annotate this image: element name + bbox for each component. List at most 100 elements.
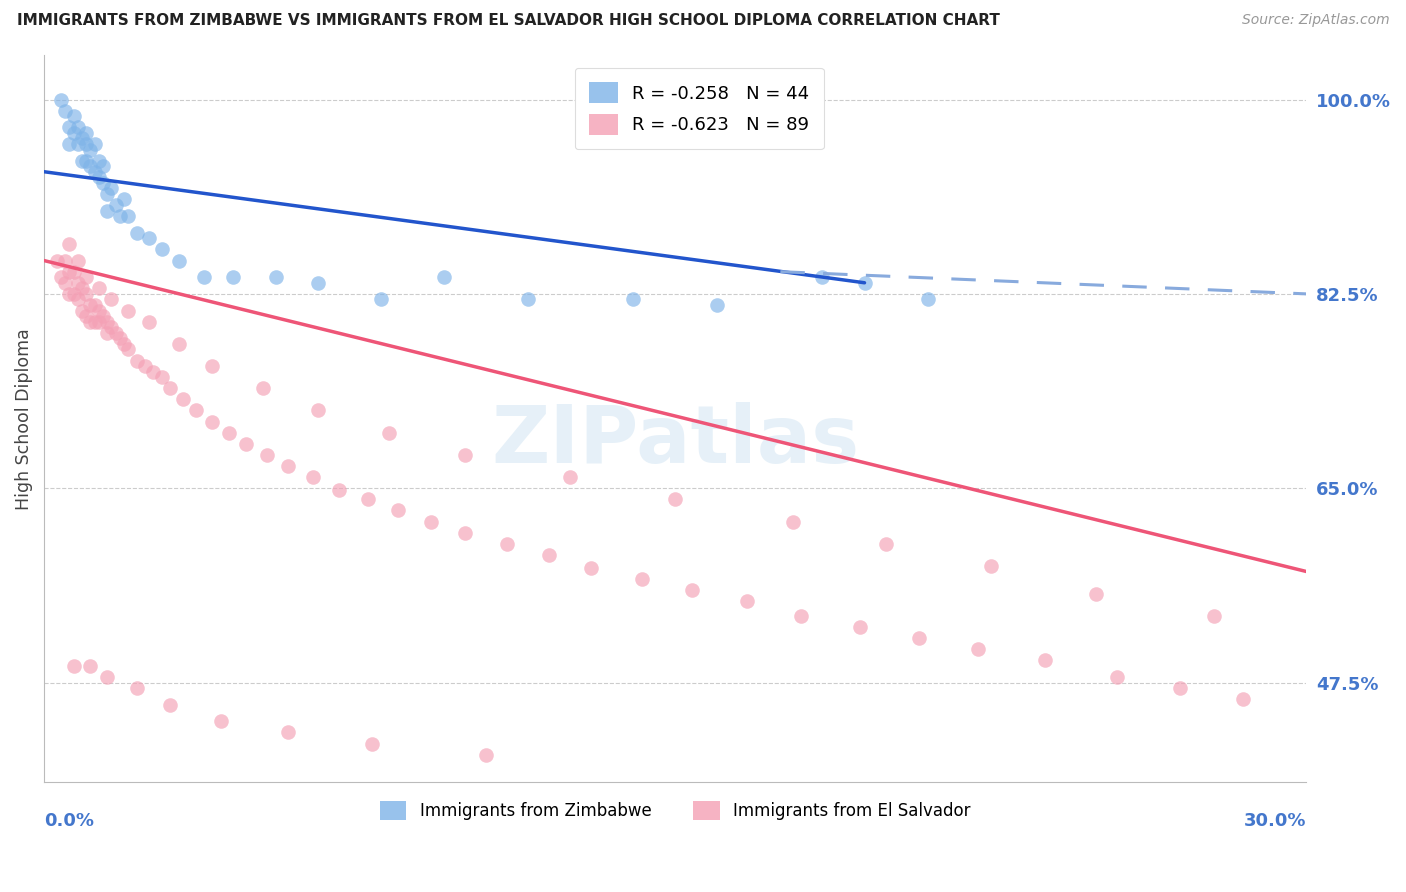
Point [79,298,101,312]
Point [117,209,139,223]
Point [91,309,114,323]
Point [307,403,329,417]
Point [75,286,97,301]
Point [112,336,135,351]
Point [277,725,299,739]
Point [87,303,110,318]
Point [621,293,644,307]
Point [1232,692,1254,706]
Text: 30.0%: 30.0% [1244,812,1306,830]
Point [87,281,110,295]
Point [849,620,872,634]
Point [1202,608,1225,623]
Point [370,293,392,307]
Point [433,270,456,285]
Point [112,193,135,207]
Point [100,293,122,307]
Point [357,492,380,507]
Point [1084,587,1107,601]
Point [134,359,156,373]
Point [150,243,173,257]
Point [83,136,105,151]
Point [201,415,224,429]
Point [96,186,118,201]
Point [980,558,1002,573]
Point [70,303,93,318]
Point [558,470,581,484]
Point [75,309,97,323]
Point [75,136,97,151]
Point [62,658,84,673]
Point [516,293,538,307]
Point [91,176,114,190]
Point [66,120,89,135]
Point [277,458,299,473]
Point [70,131,93,145]
Point [222,270,245,285]
Point [387,503,409,517]
Point [209,714,232,729]
Point [184,403,207,417]
Point [917,293,939,307]
Point [58,136,80,151]
Point [49,93,72,107]
Point [782,515,804,529]
Point [167,253,190,268]
Point [1105,670,1128,684]
Point [75,126,97,140]
Y-axis label: High School Diploma: High School Diploma [15,328,32,509]
Point [108,331,131,345]
Point [117,303,139,318]
Text: ZIPatlas: ZIPatlas [491,401,859,480]
Point [75,270,97,285]
Point [218,425,240,440]
Point [83,165,105,179]
Point [172,392,194,407]
Point [138,231,160,245]
Point [100,320,122,334]
Point [811,270,834,285]
Point [256,448,278,462]
Point [100,181,122,195]
Point [454,448,477,462]
Point [49,270,72,285]
Point [454,525,477,540]
Point [58,286,80,301]
Point [681,583,703,598]
Point [83,298,105,312]
Point [630,572,652,586]
Point [307,276,329,290]
Point [58,265,80,279]
Point [96,315,118,329]
Point [475,747,498,762]
Point [328,483,350,498]
Point [125,681,148,695]
Point [96,203,118,218]
Point [96,326,118,340]
Point [790,608,813,623]
Point [87,170,110,185]
Point [62,126,84,140]
Point [138,315,160,329]
Text: 0.0%: 0.0% [44,812,94,830]
Legend: Immigrants from Zimbabwe, Immigrants from El Salvador: Immigrants from Zimbabwe, Immigrants fro… [373,794,977,827]
Point [70,153,93,168]
Point [125,353,148,368]
Point [53,103,76,118]
Point [96,670,118,684]
Point [53,276,76,290]
Point [252,381,274,395]
Point [361,737,384,751]
Point [66,293,89,307]
Point [150,370,173,384]
Point [967,642,990,657]
Point [908,631,931,645]
Point [87,315,110,329]
Point [70,281,93,295]
Point [75,153,97,168]
Point [45,253,67,268]
Point [193,270,215,285]
Point [235,437,257,451]
Point [579,561,602,575]
Point [875,537,897,551]
